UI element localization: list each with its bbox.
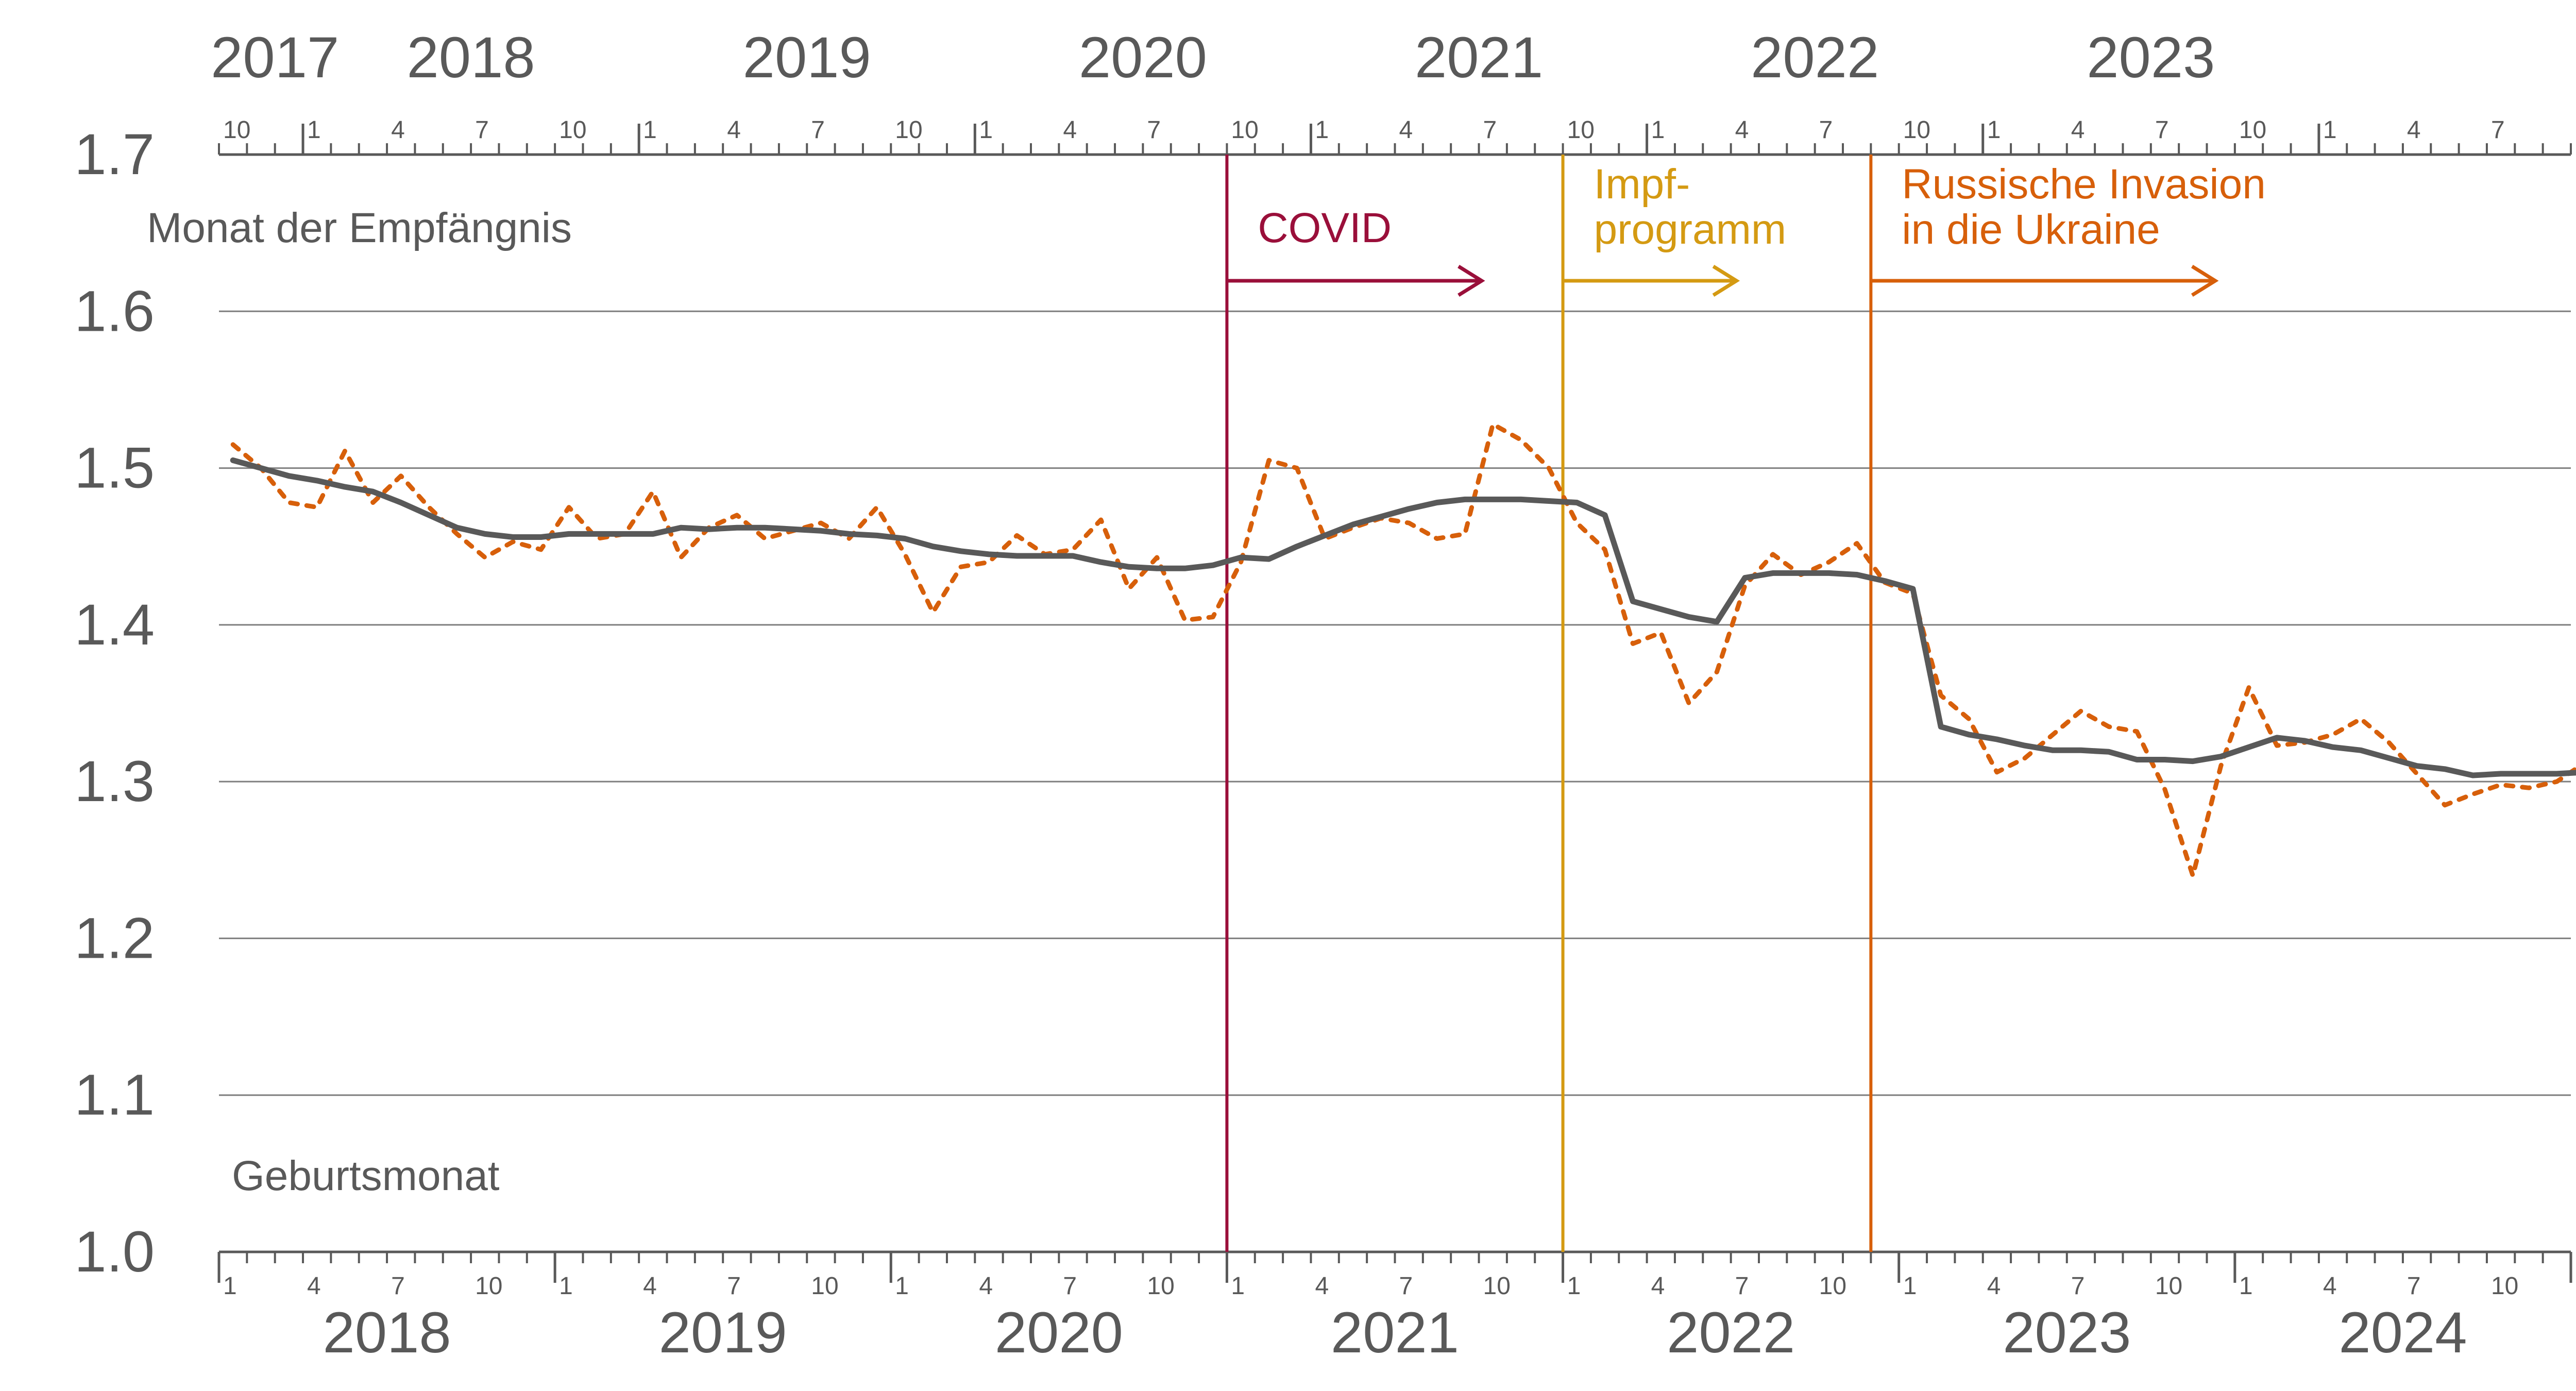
month-tick-label: 1 bbox=[1651, 116, 1665, 144]
year-label: 2019 bbox=[659, 1300, 787, 1365]
month-tick-label: 7 bbox=[1063, 1273, 1077, 1300]
month-tick-label: 7 bbox=[727, 1273, 741, 1300]
month-tick-label: 7 bbox=[1483, 116, 1497, 144]
year-label: 2023 bbox=[2087, 25, 2215, 90]
arrow-head-icon bbox=[2191, 265, 2219, 297]
month-tick-label: 1 bbox=[1315, 116, 1329, 144]
event-label: Impf- bbox=[1594, 161, 1690, 208]
y-tick-label: 1.2 bbox=[74, 906, 155, 970]
month-tick-label: 10 bbox=[2491, 1273, 2518, 1300]
month-tick-label: 7 bbox=[1819, 116, 1833, 144]
year-label: 2023 bbox=[2003, 1300, 2131, 1365]
bottom-axis-label: Geburtsmonat bbox=[232, 1152, 500, 1199]
month-tick-label: 10 bbox=[1819, 1273, 1846, 1300]
month-tick-label: 10 bbox=[811, 1273, 838, 1300]
year-label: 2020 bbox=[1079, 25, 1207, 90]
year-label: 2020 bbox=[995, 1300, 1123, 1365]
month-tick-label: 1 bbox=[1903, 1273, 1917, 1300]
month-tick-label: 10 bbox=[2239, 116, 2266, 144]
month-tick-label: 7 bbox=[1735, 1273, 1749, 1300]
month-tick-label: 7 bbox=[2407, 1273, 2421, 1300]
event-label: programm bbox=[1594, 206, 1787, 253]
month-tick-label: 10 bbox=[2155, 1273, 2182, 1300]
gridlines bbox=[219, 310, 2571, 1096]
month-tick-label: 10 bbox=[559, 116, 586, 144]
month-tick-label: 1 bbox=[2323, 116, 2337, 144]
year-label: 2024 bbox=[2338, 1300, 2467, 1365]
month-tick-label: 7 bbox=[475, 116, 489, 144]
arrow-head-icon bbox=[1712, 265, 1740, 297]
month-tick-label: 10 bbox=[475, 1273, 502, 1300]
month-tick-label: 1 bbox=[1231, 1273, 1245, 1300]
year-label: 2019 bbox=[743, 25, 871, 90]
month-tick-label: 1 bbox=[1987, 116, 2001, 144]
month-tick-label: 10 bbox=[1483, 1273, 1511, 1300]
month-tick-label: 4 bbox=[1651, 1273, 1665, 1300]
month-tick-label: 1 bbox=[979, 116, 993, 144]
month-tick-label: 10 bbox=[895, 116, 922, 144]
y-tick-label: 1.4 bbox=[74, 592, 155, 657]
month-tick-label: 7 bbox=[2155, 116, 2169, 144]
series-line-solid bbox=[230, 457, 2576, 778]
month-tick-label: 1 bbox=[1567, 1273, 1581, 1300]
month-tick-label: 4 bbox=[1063, 116, 1077, 144]
event-label: in die Ukraine bbox=[1902, 206, 2160, 253]
y-tick-label: 1.3 bbox=[74, 749, 155, 813]
year-label: 2022 bbox=[1751, 25, 1879, 90]
month-tick-label: 7 bbox=[1147, 116, 1161, 144]
month-tick-label: 7 bbox=[2071, 1273, 2085, 1300]
year-label: 2022 bbox=[1667, 1300, 1795, 1365]
month-tick-label: 4 bbox=[1987, 1273, 2001, 1300]
month-tick-label: 10 bbox=[1147, 1273, 1174, 1300]
month-tick-label: 7 bbox=[2491, 116, 2505, 144]
year-label: 2018 bbox=[323, 1300, 451, 1365]
y-axis: 1.0 1.1 1.2 1.3 1.4 1.5 1.6 1.7 bbox=[74, 122, 155, 1284]
month-tick-label: 7 bbox=[811, 116, 825, 144]
y-tick-label: 1.0 bbox=[74, 1219, 155, 1284]
top-x-axis: 10 1 4 7 10 1 4 7 10 1 4 7 10 1 4 7 10 1 4 7 10 1 4 7 10 1 4 7 2017 2… bbox=[211, 25, 2572, 156]
top-axis-label: Monat der Empfängnis bbox=[147, 205, 572, 251]
month-tick-label: 1 bbox=[223, 1273, 237, 1300]
month-tick-label: 4 bbox=[1315, 1273, 1329, 1300]
month-tick-label: 4 bbox=[391, 116, 405, 144]
month-tick-label: 4 bbox=[1399, 116, 1413, 144]
y-tick-label: 1.1 bbox=[74, 1063, 155, 1127]
month-tick-label: 4 bbox=[2071, 116, 2085, 144]
event-label: Russische Invasion bbox=[1902, 161, 2265, 208]
month-tick-label: 4 bbox=[727, 116, 741, 144]
month-tick-label: 1 bbox=[559, 1273, 573, 1300]
month-tick-label: 10 bbox=[223, 116, 250, 144]
month-tick-label: 4 bbox=[643, 1273, 657, 1300]
event-label: COVID bbox=[1258, 205, 1392, 251]
month-tick-label: 4 bbox=[307, 1273, 321, 1300]
y-tick-label: 1.6 bbox=[74, 279, 155, 343]
month-tick-label: 1 bbox=[307, 116, 321, 144]
month-tick-label: 4 bbox=[979, 1273, 993, 1300]
arrow-head-icon bbox=[1458, 265, 1485, 297]
month-tick-label: 1 bbox=[643, 116, 657, 144]
month-tick-label: 10 bbox=[1903, 116, 1930, 144]
month-tick-label: 4 bbox=[1735, 116, 1749, 144]
year-label: 2017 bbox=[211, 25, 339, 90]
y-tick-label: 1.5 bbox=[74, 436, 155, 500]
series-line-dotted bbox=[230, 421, 2576, 878]
month-tick-label: 7 bbox=[1399, 1273, 1413, 1300]
year-label: 2021 bbox=[1415, 25, 1543, 90]
series-group bbox=[230, 421, 2576, 878]
month-tick-label: 4 bbox=[2407, 116, 2421, 144]
month-tick-label: 1 bbox=[2239, 1273, 2253, 1300]
year-label: 2018 bbox=[407, 25, 535, 90]
bottom-x-axis: 1 4 7 10 1 4 7 10 1 4 7 10 1 4 7 10 1 4 7 10 1 4 7 10 1 4 7 10 2018 2… bbox=[217, 1250, 2572, 1365]
y-tick-label: 1.7 bbox=[74, 122, 155, 186]
month-tick-label: 1 bbox=[895, 1273, 909, 1300]
month-tick-label: 4 bbox=[2323, 1273, 2337, 1300]
month-tick-label: 10 bbox=[1567, 116, 1595, 144]
month-tick-label: 7 bbox=[391, 1273, 405, 1300]
month-tick-label: 10 bbox=[1231, 116, 1258, 144]
year-label: 2021 bbox=[1331, 1300, 1459, 1365]
